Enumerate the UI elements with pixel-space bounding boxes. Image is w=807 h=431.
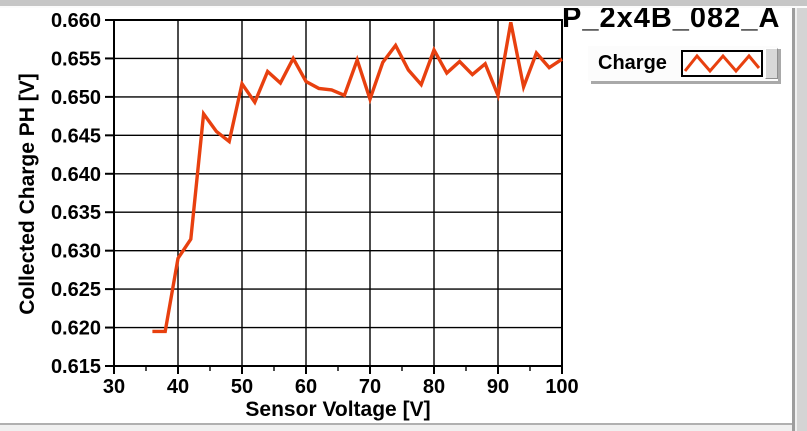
legend-line-sample[interactable]: [680, 50, 763, 77]
x-tick-label: 80: [423, 376, 445, 398]
y-tick-label: 0.645: [51, 125, 101, 147]
window-border-top: [0, 0, 807, 8]
y-tick-label: 0.650: [51, 87, 101, 109]
x-tick-label: 100: [545, 376, 578, 398]
window-border-bottom: [0, 423, 807, 431]
y-tick-label: 0.635: [51, 202, 101, 224]
x-tick-label: 40: [167, 376, 189, 398]
y-tick-label: 0.620: [51, 318, 101, 340]
legend-zigzag-icon: [683, 53, 761, 74]
x-axis-title: Sensor Voltage [V]: [245, 398, 431, 421]
series-line-charge: [152, 21, 563, 334]
x-tick-label: 50: [231, 376, 253, 398]
legend-scroll-bar[interactable]: [764, 48, 778, 79]
y-tick-label: 0.615: [51, 356, 101, 378]
plot-legend[interactable]: Charge: [588, 46, 778, 81]
y-tick-label: 0.655: [51, 48, 101, 70]
x-tick-label: 60: [295, 376, 317, 398]
legend-plot-name: Charge: [598, 52, 667, 74]
y-tick-label: 0.660: [51, 10, 101, 32]
x-tick-label: 30: [103, 376, 125, 398]
y-axis-title: Collected Charge PH [V]: [16, 73, 39, 315]
plot-frame: [113, 19, 563, 367]
window-border-right: [792, 0, 807, 431]
y-tick-label: 0.630: [51, 241, 101, 263]
y-tick-label: 0.640: [51, 164, 101, 186]
y-tick-label: 0.625: [51, 279, 101, 301]
x-tick-label: 70: [359, 376, 381, 398]
x-tick-label: 90: [487, 376, 509, 398]
